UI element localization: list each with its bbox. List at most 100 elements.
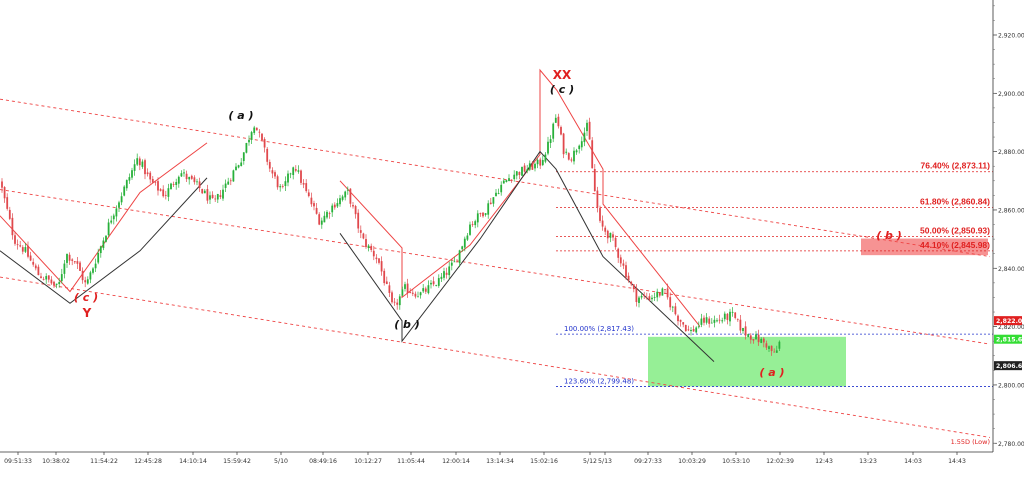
- candle-body: [209, 195, 211, 200]
- candle-body: [495, 192, 497, 197]
- candle-body: [666, 288, 669, 298]
- candle-body: [34, 265, 37, 269]
- candle-body: [406, 283, 409, 294]
- candle-body: [313, 203, 315, 207]
- candle-body: [328, 213, 331, 215]
- candle-body: [734, 312, 737, 318]
- candle-body: [86, 279, 89, 284]
- candle-body: [404, 284, 406, 289]
- candle-body: [3, 187, 6, 199]
- candle-body: [261, 133, 263, 141]
- candle-body: [300, 170, 302, 183]
- candle-body: [601, 220, 604, 227]
- candle-body: [593, 168, 596, 192]
- candle-body: [526, 169, 529, 172]
- candle-body: [112, 215, 115, 220]
- candle-body: [541, 160, 544, 166]
- candle-body: [229, 180, 232, 182]
- candle-body: [502, 180, 505, 184]
- candle-body: [29, 255, 32, 261]
- candle-body: [692, 329, 695, 332]
- candle-body: [206, 189, 209, 201]
- candle-body: [414, 293, 417, 297]
- candle-body: [474, 221, 477, 226]
- candle-body: [653, 297, 656, 298]
- candle-body: [339, 198, 341, 205]
- x-tick-label: 13:14:34: [486, 458, 514, 465]
- candle-body: [625, 265, 627, 278]
- candle-body: [635, 288, 638, 303]
- candle-body: [284, 181, 287, 186]
- candle-body: [640, 295, 643, 298]
- candle-body: [630, 281, 633, 285]
- price-tag: [994, 334, 1022, 344]
- candle-body: [175, 182, 178, 185]
- x-tick-label: 08:49:16: [309, 458, 337, 465]
- candle-body: [521, 166, 523, 176]
- candle-body: [263, 139, 266, 148]
- candles-layer: [1, 113, 781, 356]
- candle-body: [708, 318, 711, 324]
- candle-body: [336, 203, 339, 207]
- x-tick-label: 09:51:33: [4, 458, 32, 465]
- candle-body: [752, 339, 755, 341]
- candle-body: [53, 281, 55, 286]
- candle-body: [8, 209, 11, 219]
- candle-body: [71, 259, 74, 261]
- candle-body: [320, 220, 323, 225]
- candle-body: [84, 280, 87, 283]
- candle-body: [710, 322, 713, 324]
- candle-body: [151, 178, 154, 183]
- candle-body: [718, 319, 721, 321]
- x-tick-label: 14:10:14: [179, 458, 207, 465]
- candle-body: [146, 172, 149, 175]
- candle-body: [203, 190, 206, 194]
- candle-body: [315, 207, 318, 214]
- candle-body: [757, 334, 760, 343]
- candle-body: [531, 163, 534, 170]
- candle-body: [648, 296, 651, 301]
- candle-body: [16, 244, 19, 246]
- candle-body: [674, 306, 677, 315]
- candle-body: [27, 245, 29, 257]
- candle-body: [656, 291, 659, 298]
- y-tick-label: 2,900.00: [998, 91, 1024, 98]
- x-tick-label: 14:43: [948, 458, 966, 465]
- candle-body: [60, 274, 63, 282]
- candle-body: [359, 230, 362, 233]
- wave-line: [339, 68, 701, 327]
- candle-body: [518, 171, 521, 175]
- candle-body: [614, 237, 617, 248]
- candle-body: [528, 163, 531, 170]
- candle-body: [552, 123, 555, 139]
- candle-body: [110, 220, 113, 223]
- candle-body: [198, 181, 201, 189]
- candle-body: [411, 292, 414, 294]
- candle-body: [479, 213, 482, 215]
- candle-body: [539, 159, 542, 166]
- x-tick-label: 12:45:28: [134, 458, 162, 465]
- candle-body: [497, 193, 500, 194]
- candle-body: [664, 289, 666, 290]
- candle-body: [47, 275, 50, 280]
- candle-body: [580, 141, 583, 148]
- wave-label: Y: [82, 306, 92, 320]
- candle-body: [354, 206, 357, 215]
- candle-body: [167, 188, 170, 197]
- candle-body: [443, 271, 445, 278]
- candle-body: [435, 285, 438, 286]
- candle-body: [596, 190, 599, 208]
- y-tick-label: 2,920.00: [998, 32, 1024, 39]
- x-tick-label: 10:38:02: [42, 458, 70, 465]
- candle-body: [326, 211, 328, 218]
- candle-body: [736, 318, 739, 320]
- candle-body: [430, 282, 432, 285]
- candle-body: [248, 139, 250, 143]
- candle-body: [419, 292, 422, 296]
- candle-body: [398, 296, 401, 306]
- candle-body: [560, 127, 562, 135]
- candle-body: [170, 183, 172, 190]
- candle-body: [352, 205, 354, 207]
- x-tick-label: 10:03:29: [678, 458, 706, 465]
